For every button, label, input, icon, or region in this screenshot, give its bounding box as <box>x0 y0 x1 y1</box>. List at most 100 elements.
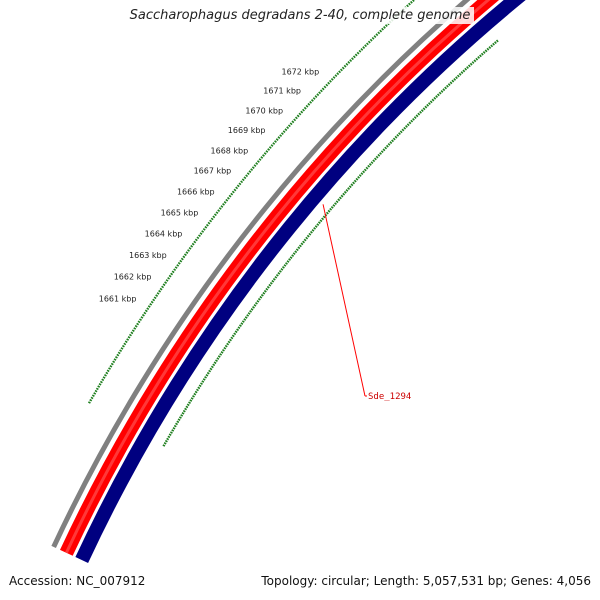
minor-tick-inner <box>177 261 181 265</box>
minor-tick-outer <box>488 46 492 49</box>
minor-tick-outer <box>382 148 386 152</box>
minor-tick-inner <box>408 2 411 6</box>
minor-tick-inner <box>98 383 102 386</box>
minor-tick-outer <box>403 126 407 130</box>
minor-tick-outer <box>194 390 198 394</box>
minor-tick-outer <box>201 380 205 383</box>
minor-tick-outer <box>283 264 287 267</box>
minor-tick-inner <box>268 146 272 149</box>
minor-tick-inner <box>131 329 135 332</box>
minor-tick-outer <box>325 211 329 215</box>
minor-tick-outer <box>202 378 206 381</box>
minor-tick-inner <box>356 51 360 55</box>
minor-tick-inner <box>274 140 277 143</box>
minor-tick-inner <box>332 76 336 79</box>
minor-tick-inner <box>174 266 178 269</box>
minor-tick-outer <box>300 242 304 246</box>
minor-tick-inner <box>396 13 400 17</box>
minor-tick-inner <box>94 389 98 393</box>
tick-label: 1663 kbp <box>129 251 167 260</box>
minor-tick-outer <box>332 204 336 207</box>
minor-tick-outer <box>394 135 398 139</box>
minor-tick-outer <box>424 105 428 109</box>
feature-label-sde-1294[interactable]: Sde_1294 <box>368 392 411 402</box>
minor-tick-inner <box>167 276 171 280</box>
minor-tick-inner <box>173 268 177 272</box>
minor-tick-inner <box>176 264 180 267</box>
minor-tick-inner <box>245 174 249 178</box>
minor-tick-outer <box>272 277 276 281</box>
minor-tick-outer <box>189 399 193 402</box>
minor-tick-inner <box>302 108 305 112</box>
minor-tick-outer <box>477 56 481 59</box>
minor-tick-inner <box>373 35 377 38</box>
minor-tick-inner <box>93 392 97 395</box>
minor-tick-outer <box>286 260 290 263</box>
minor-tick-inner <box>110 362 114 366</box>
tick-label: 1672 kbp <box>282 67 320 76</box>
minor-tick-inner <box>159 287 163 291</box>
minor-tick-outer <box>227 340 231 344</box>
minor-tick-inner <box>218 207 222 210</box>
minor-tick-outer <box>254 301 258 305</box>
minor-tick-inner <box>165 279 169 282</box>
minor-tick-outer <box>348 185 352 189</box>
minor-tick-outer <box>417 112 421 116</box>
minor-tick-outer <box>469 62 473 66</box>
tick-label: 1664 kbp <box>145 230 183 239</box>
minor-tick-outer <box>442 88 446 92</box>
minor-tick-inner <box>349 59 353 62</box>
minor-tick-outer <box>436 93 440 97</box>
minor-tick-outer <box>186 403 190 407</box>
minor-tick-outer <box>213 361 217 365</box>
minor-tick-inner <box>217 209 221 212</box>
minor-tick-outer <box>438 91 442 95</box>
minor-tick-inner <box>334 74 338 78</box>
minor-tick-inner <box>375 33 379 37</box>
minor-tick-inner <box>114 356 118 359</box>
minor-tick-outer <box>334 202 337 205</box>
minor-tick-outer <box>357 175 361 179</box>
minor-tick-outer <box>449 81 453 85</box>
minor-tick-outer <box>208 369 212 373</box>
minor-tick-inner <box>367 40 371 44</box>
tick-label: 1666 kbp <box>177 187 215 196</box>
minor-tick-outer <box>396 133 400 137</box>
feature-callout[interactable]: Sde_1294 <box>322 204 411 402</box>
minor-tick-outer <box>462 69 466 73</box>
minor-tick-outer <box>352 181 356 185</box>
minor-tick-outer <box>212 363 216 367</box>
minor-tick-inner <box>180 257 184 261</box>
minor-tick-outer <box>294 250 298 254</box>
minor-tick-inner <box>241 178 245 182</box>
tick-label: 1661 kbp <box>99 295 137 304</box>
minor-tick-outer <box>353 179 357 183</box>
minor-tick-outer <box>360 172 364 176</box>
minor-tick-inner <box>303 106 307 110</box>
minor-tick-outer <box>319 219 323 223</box>
minor-tick-inner <box>117 351 121 355</box>
minor-tick-inner <box>377 31 381 35</box>
minor-tick-inner <box>164 281 168 284</box>
minor-tick-outer <box>188 401 191 404</box>
minor-tick-inner <box>95 387 99 391</box>
minor-tick-outer <box>233 332 237 336</box>
minor-tick-outer <box>178 416 182 419</box>
minor-tick-outer <box>435 95 438 99</box>
minor-tick-inner <box>130 331 134 335</box>
minor-tick-inner <box>343 64 347 68</box>
minor-tick-inner <box>198 234 201 238</box>
minor-tick-outer <box>217 355 221 358</box>
minor-tick-outer <box>451 79 455 83</box>
minor-tick-outer <box>389 141 393 144</box>
minor-tick-outer <box>223 346 227 350</box>
minor-tick-inner <box>384 24 388 28</box>
minor-tick-outer <box>305 236 309 240</box>
minor-tick-outer <box>413 116 417 119</box>
minor-tick-inner <box>265 150 269 153</box>
minor-tick-outer <box>358 174 362 177</box>
tick-label: 1670 kbp <box>245 106 283 115</box>
minor-tick-inner <box>291 120 295 124</box>
minor-tick-inner <box>140 316 144 319</box>
minor-tick-outer <box>440 89 444 93</box>
